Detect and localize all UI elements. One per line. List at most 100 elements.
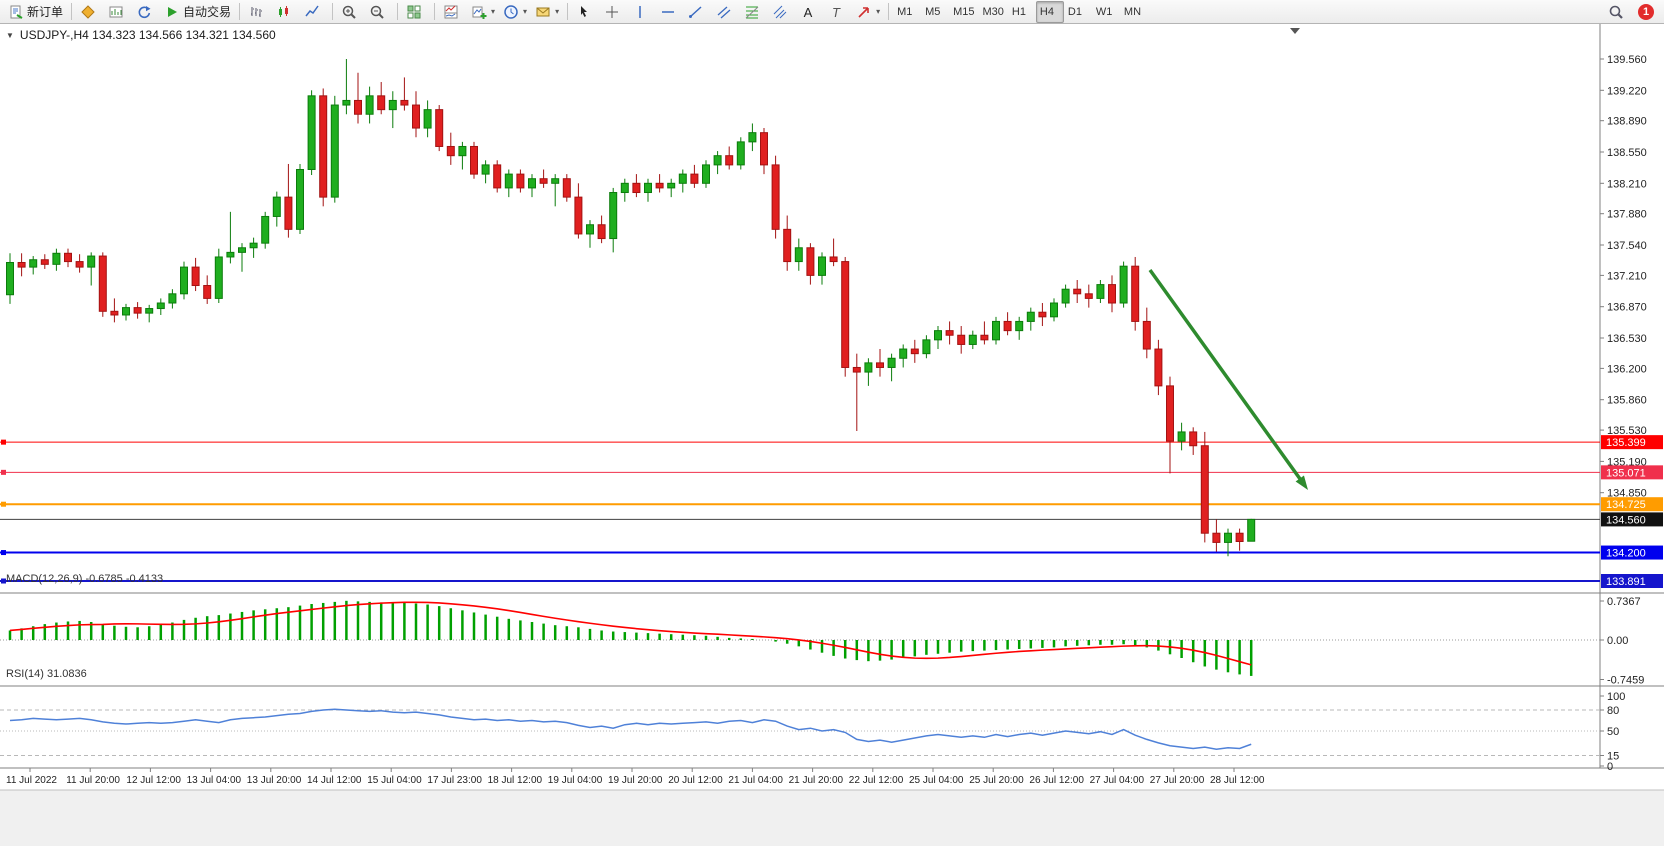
new-order-button-label: 新订单 xyxy=(27,5,64,19)
time-axis-label: 18 Jul 12:00 xyxy=(488,775,543,786)
bar-chart-button[interactable] xyxy=(244,1,272,23)
pitchfork-button[interactable] xyxy=(768,1,796,23)
candle-body xyxy=(296,168,304,230)
candle-body xyxy=(203,285,212,299)
price-tick-label: 138.210 xyxy=(1607,178,1647,190)
chart-window-button[interactable] xyxy=(104,1,132,23)
candle-body xyxy=(783,228,792,263)
tf-m5-button[interactable]: M5 xyxy=(921,1,949,23)
tf-m15-button[interactable]: M15 xyxy=(949,1,978,23)
tf-h4-button[interactable]: H4 xyxy=(1035,0,1064,23)
toolbar-separator xyxy=(71,3,73,20)
indwin-icon xyxy=(444,5,458,18)
new-order-button[interactable]: 新订单 xyxy=(4,1,67,23)
chart-shift-marker[interactable] xyxy=(1290,28,1300,34)
time-axis-label: 21 Jul 20:00 xyxy=(789,775,844,786)
trend-arrow-annotation[interactable] xyxy=(1148,268,1305,485)
price-tick-label: 138.550 xyxy=(1607,147,1647,159)
macd-axis-label: 0.00 xyxy=(1607,635,1628,647)
toolbar-separator xyxy=(567,3,569,20)
price-tick-label: 139.220 xyxy=(1607,85,1647,97)
time-axis-label: 28 Jul 12:00 xyxy=(1210,775,1265,786)
tf-w1-button[interactable]: W1 xyxy=(1092,1,1120,23)
candle-body xyxy=(992,320,1000,341)
fork-icon xyxy=(773,5,787,18)
level-line-handle[interactable] xyxy=(1,469,6,475)
price-tick-label: 137.880 xyxy=(1607,209,1647,221)
bottom-filler xyxy=(0,790,1664,841)
tile-windows-button[interactable] xyxy=(402,1,430,23)
candle-body xyxy=(319,95,328,198)
collapse-icon[interactable]: ▼ xyxy=(6,30,14,40)
candle-body xyxy=(1026,311,1035,322)
time-axis-label: 13 Jul 04:00 xyxy=(187,775,242,786)
candle-body xyxy=(1050,302,1058,318)
refresh-button[interactable] xyxy=(132,1,160,23)
fibonacci-button[interactable] xyxy=(740,1,768,23)
autotrading-button[interactable]: 自动交易 xyxy=(160,1,235,23)
candle-body xyxy=(388,99,397,111)
candle-body xyxy=(1212,532,1221,543)
price-tick-label: 135.860 xyxy=(1607,395,1647,407)
text-button[interactable]: A xyxy=(796,1,824,23)
candle-body xyxy=(435,109,444,147)
candle-body xyxy=(1200,445,1209,534)
notification-badge[interactable]: 1 xyxy=(1638,3,1654,20)
candle-body xyxy=(226,251,235,258)
candlestick-chart-button[interactable] xyxy=(272,1,300,23)
add-indicator-button[interactable]: ▾ xyxy=(467,1,499,23)
cursor-button[interactable] xyxy=(572,1,600,23)
arrows-button[interactable]: ▾ xyxy=(852,1,884,23)
price-badge xyxy=(1601,435,1663,450)
crosshair-button[interactable] xyxy=(600,1,628,23)
line-chart-button[interactable] xyxy=(300,1,328,23)
candle-body xyxy=(1177,431,1186,442)
mail-button[interactable]: ▾ xyxy=(531,1,563,23)
candle-body xyxy=(412,104,420,129)
macd-signal-line xyxy=(9,601,1252,666)
profiles-button[interactable] xyxy=(76,1,104,23)
candle-body xyxy=(330,104,339,198)
vertical-line-button[interactable] xyxy=(628,1,656,23)
channel-button[interactable] xyxy=(712,1,740,23)
rsi-axis-label: 100 xyxy=(1607,691,1625,703)
tf-m30-button[interactable]: M30 xyxy=(979,1,1008,23)
crosshair-icon xyxy=(606,5,619,18)
candle-body xyxy=(75,261,84,268)
fibo-icon xyxy=(745,6,759,18)
candle-body xyxy=(1038,311,1047,318)
horizontal-line-button[interactable] xyxy=(656,1,684,23)
candles-icon xyxy=(279,5,289,17)
level-line-handle[interactable] xyxy=(1,439,6,445)
level-line-handle[interactable] xyxy=(1,550,6,556)
periods-button[interactable]: ▾ xyxy=(499,1,531,23)
tf-d1-button[interactable]: D1 xyxy=(1064,1,1092,23)
candle-body xyxy=(771,164,780,230)
candle-body xyxy=(655,182,664,189)
level-line-handle[interactable] xyxy=(1,578,6,584)
search-button[interactable] xyxy=(1604,1,1632,23)
price-badge-label: 135.071 xyxy=(1606,467,1646,479)
candle-body xyxy=(40,259,49,265)
candle-body xyxy=(748,132,757,143)
tf-m1-button[interactable]: M1 xyxy=(893,1,921,23)
candle-body xyxy=(945,330,954,336)
toolbar-separator xyxy=(397,3,399,20)
tf-mn-button[interactable]: MN xyxy=(1120,1,1148,23)
price-tick-label: 136.530 xyxy=(1607,333,1647,345)
candle-body xyxy=(400,99,409,106)
indicator-window-button[interactable] xyxy=(439,1,467,23)
tf-h1-button[interactable]: H1 xyxy=(1008,1,1036,23)
zoom-out-button[interactable] xyxy=(365,1,393,23)
trendline-button[interactable] xyxy=(684,1,712,23)
time-axis-label: 21 Jul 04:00 xyxy=(728,775,783,786)
candle-body xyxy=(644,182,652,194)
candle-body xyxy=(122,307,130,316)
zoom-in-button[interactable] xyxy=(337,1,365,23)
candle-body xyxy=(1247,518,1256,542)
candle-body xyxy=(1142,320,1151,350)
label-button[interactable]: T xyxy=(824,1,852,23)
level-line-handle[interactable] xyxy=(1,501,6,507)
candle-body xyxy=(887,357,896,368)
chevron-down-icon: ▾ xyxy=(523,7,528,16)
